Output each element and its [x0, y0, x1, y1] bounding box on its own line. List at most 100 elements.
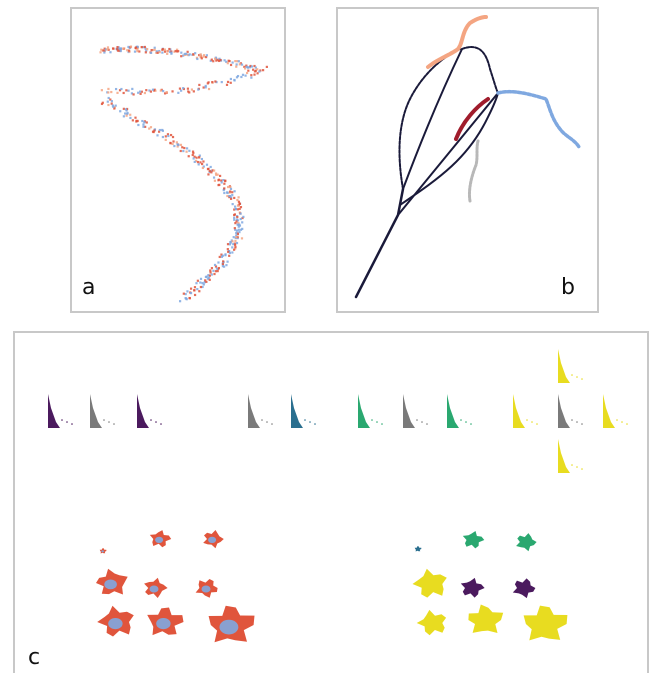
- trajectory-point: [193, 286, 197, 289]
- dark-red-branch: [454, 97, 490, 141]
- trajectory-point: [206, 82, 209, 85]
- trajectory-point: [145, 121, 148, 124]
- trajectory-point: [156, 51, 159, 54]
- trajectory-point: [143, 45, 146, 49]
- trajectory-point: [100, 89, 103, 92]
- cell-shape-grid-c: [48, 349, 628, 643]
- trajectory-point: [204, 279, 207, 282]
- trajectory-point: [124, 108, 128, 111]
- trajectory-point: [183, 146, 186, 150]
- trajectory-point: [235, 241, 239, 245]
- trajectory-point: [136, 50, 139, 53]
- trajectory-point: [205, 55, 208, 59]
- trajectory-point: [206, 277, 209, 280]
- trajectory-point: [238, 63, 241, 66]
- trajectory-point: [186, 87, 190, 90]
- trajectory-point: [240, 237, 244, 240]
- trajectory-point: [197, 88, 200, 91]
- cell-shape-cluster: [523, 605, 568, 641]
- grey-branch: [468, 139, 480, 203]
- trajectory-point: [243, 65, 246, 68]
- cell-shape-cluster: [516, 533, 537, 552]
- trajectory-point: [132, 93, 135, 96]
- trajectory-point: [239, 206, 243, 209]
- trajectory-point: [202, 165, 205, 168]
- trajectory-point: [220, 179, 223, 182]
- trajectory-point: [211, 81, 214, 84]
- trajectory-point: [209, 59, 212, 62]
- cell-shape-warm: [96, 568, 128, 595]
- trajectory-point: [199, 281, 202, 284]
- trajectory-point: [178, 300, 182, 303]
- trajectory-point: [188, 91, 191, 94]
- trajectory-point: [240, 75, 243, 79]
- trajectory-point: [127, 45, 130, 49]
- trajectory-point: [231, 191, 234, 194]
- trajectory-point: [231, 246, 234, 249]
- trajectory-point: [234, 246, 237, 249]
- trajectory-point: [241, 227, 244, 230]
- trajectory-point: [210, 267, 214, 270]
- trajectory-point: [116, 47, 119, 51]
- trajectory-point: [157, 130, 161, 133]
- trajectory-point: [226, 260, 229, 263]
- trajectory-point: [224, 254, 227, 257]
- trajectory-point: [101, 101, 104, 104]
- trajectory-point: [169, 133, 173, 137]
- panel-c: c: [13, 331, 649, 673]
- spike-glyph: [558, 349, 583, 383]
- cell-shape-cluster: [416, 609, 447, 636]
- trajectory-point: [186, 50, 189, 53]
- trajectory-point: [215, 59, 218, 62]
- trajectory-point: [239, 228, 243, 231]
- trajectory-point: [185, 52, 188, 56]
- trajectory-point: [155, 51, 158, 54]
- trajectory-point: [201, 162, 204, 166]
- trajectory-point: [229, 196, 233, 199]
- trajectory-point: [226, 185, 230, 189]
- trajectory-point: [117, 46, 120, 49]
- trajectory-point: [153, 48, 156, 51]
- trajectory-point: [142, 46, 145, 49]
- trajectory-point: [207, 173, 210, 176]
- trajectory-point: [180, 89, 183, 92]
- trajectory-point: [106, 46, 110, 49]
- trajectory-point: [110, 102, 113, 105]
- trajectory-point: [233, 218, 236, 221]
- trajectory-point: [106, 48, 109, 51]
- trajectory-point: [217, 267, 220, 270]
- trajectory-point: [100, 102, 104, 106]
- trajectory-point: [226, 62, 229, 65]
- cell-shape-warm: [97, 605, 134, 637]
- trajectory-point: [212, 269, 215, 272]
- trajectory-point: [174, 49, 177, 53]
- top-arc-branch: [461, 46, 499, 94]
- trajectory-point: [178, 87, 182, 90]
- trajectory-point: [173, 144, 176, 148]
- trajectory-point: [103, 49, 106, 53]
- trajectory-point: [215, 173, 218, 176]
- trajectory-point: [234, 243, 237, 247]
- trajectory-point: [212, 176, 216, 179]
- trajectory-point: [196, 160, 200, 164]
- trajectory-point: [158, 51, 161, 54]
- trajectory-point: [142, 125, 145, 128]
- trajectory-point: [142, 123, 145, 126]
- spike-glyph: [403, 394, 428, 428]
- trajectory-point: [161, 135, 164, 139]
- trajectory-point: [165, 91, 168, 94]
- trajectory-point: [221, 263, 225, 266]
- trajectory-point: [216, 269, 219, 273]
- trajectory-point: [216, 58, 219, 61]
- trajectory-point: [237, 228, 240, 231]
- trunk-branch: [354, 187, 405, 299]
- trajectory-point: [151, 48, 154, 52]
- trajectory-point: [208, 274, 211, 277]
- trajectory-point: [253, 64, 256, 68]
- trajectory-point: [205, 280, 208, 283]
- trajectory-point: [220, 253, 223, 256]
- trajectory-point: [161, 129, 164, 132]
- trajectory-point: [240, 63, 244, 66]
- trajectory-point: [226, 80, 230, 84]
- trajectory-point: [140, 46, 143, 49]
